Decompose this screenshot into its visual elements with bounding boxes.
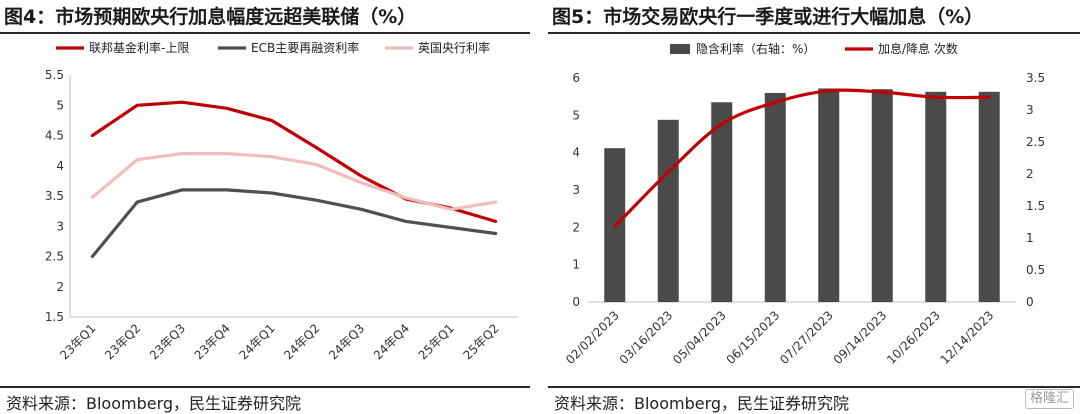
- left-y-tick-label: 3: [572, 183, 580, 197]
- left-source-note: 资料来源：Bloomberg，民生证券研究院: [6, 394, 302, 413]
- bar: [978, 91, 1000, 303]
- legend-swatch-bar: [670, 44, 690, 54]
- left-source-rule: [0, 386, 530, 388]
- x-tick-label: 24年Q4: [371, 321, 412, 362]
- bar: [818, 88, 840, 302]
- y-tick-label: 4: [56, 159, 64, 173]
- x-tick-label: 23年Q1: [57, 321, 98, 362]
- right-y-tick-label: 1.5: [1026, 199, 1045, 213]
- x-tick-label: 09/14/2023: [831, 308, 890, 367]
- right-y-tick-label: 3.5: [1026, 71, 1045, 85]
- left-title-rule: [0, 32, 530, 34]
- y-tick-label: 1.5: [45, 310, 64, 324]
- y-tick-label: 5.5: [45, 68, 64, 82]
- x-tick-label: 02/02/2023: [563, 308, 622, 367]
- watermark-logo: 格隆汇: [1024, 389, 1074, 409]
- x-tick-label: 25年Q2: [460, 321, 501, 362]
- left-y-tick-label: 0: [572, 295, 580, 309]
- y-tick-label: 3: [56, 219, 64, 233]
- y-tick-label: 2: [56, 280, 64, 294]
- x-tick-label: 23年Q2: [102, 321, 143, 362]
- x-tick-label: 24年Q1: [236, 321, 277, 362]
- left-y-tick-label: 4: [572, 146, 580, 160]
- series-line: [613, 88, 991, 229]
- bar: [657, 119, 679, 303]
- y-tick-label: 3.5: [45, 189, 64, 203]
- x-tick-label: 25年Q1: [416, 321, 457, 362]
- right-chart-title: 图5：市场交易欧央行一季度或进行大幅加息（%）: [552, 6, 984, 28]
- bar: [871, 89, 893, 302]
- y-tick-label: 4.5: [45, 129, 64, 143]
- right-source-note: 资料来源：Bloomberg，民生证券研究院: [554, 394, 850, 413]
- series-line-3: [90, 152, 498, 211]
- x-tick-label: 03/16/2023: [617, 308, 676, 367]
- x-tick-label: 07/27/2023: [777, 308, 836, 367]
- x-tick-label: 12/14/2023: [938, 308, 997, 367]
- right-y-tick-label: 1: [1026, 231, 1034, 245]
- right-y-tick-label: 3: [1026, 103, 1034, 117]
- bar: [925, 91, 947, 303]
- bar: [711, 102, 733, 303]
- right-y-tick-label: 0.5: [1026, 263, 1045, 277]
- legend-label-bar: 隐含利率（右轴：%）: [696, 41, 815, 56]
- x-tick-label: 24年Q2: [281, 321, 322, 362]
- right-bar-line-chart: 0 1 2 3 4 5 6 0 0.5 1 1.5 2 2.5 3 3.5 02/02/202303/16/2…: [563, 41, 1045, 367]
- y-tick-label: 5: [56, 98, 64, 112]
- bar: [764, 92, 786, 302]
- legend-label-line: 加息/降息 次数: [878, 41, 958, 56]
- left-y-tick-label: 1: [572, 258, 580, 272]
- left-chart-title: 图4：市场预期欧央行加息幅度远超美联储（%）: [4, 6, 417, 28]
- right-source-rule: [548, 386, 1080, 388]
- left-y-tick-label: 2: [572, 220, 580, 234]
- x-tick-label: 23年Q4: [192, 321, 233, 362]
- right-y-tick-label: 2: [1026, 167, 1034, 181]
- legend-label-2: ECB主要再融资利率: [251, 40, 359, 55]
- right-y-tick-label: 0: [1026, 295, 1034, 309]
- left-y-tick-label: 5: [572, 108, 580, 122]
- right-chart-panel: 图5：市场交易欧央行一季度或进行大幅加息（%） 0 1 2 3 4 5 6 0 0.5 1 1.5 2…: [548, 0, 1080, 414]
- legend-label-3: 英国央行利率: [418, 40, 490, 55]
- x-tick-label: 10/26/2023: [884, 308, 943, 367]
- left-y-tick-label: 6: [572, 71, 580, 85]
- y-tick-label: 2.5: [45, 250, 64, 264]
- legend-label-1: 联邦基金利率-上限: [89, 40, 189, 55]
- left-chart-panel: 图4：市场预期欧央行加息幅度远超美联储（%） 1.5 2 2.5 3 3.5 4 4.5 5 5…: [0, 0, 530, 414]
- right-title-rule: [548, 32, 1080, 34]
- x-tick-label: 23年Q3: [147, 321, 188, 362]
- x-tick-label: 24年Q3: [326, 321, 367, 362]
- right-y-tick-label: 2.5: [1026, 135, 1045, 149]
- x-tick-label: 05/04/2023: [670, 308, 729, 367]
- series-line-2: [90, 188, 498, 259]
- x-tick-label: 06/15/2023: [724, 308, 783, 367]
